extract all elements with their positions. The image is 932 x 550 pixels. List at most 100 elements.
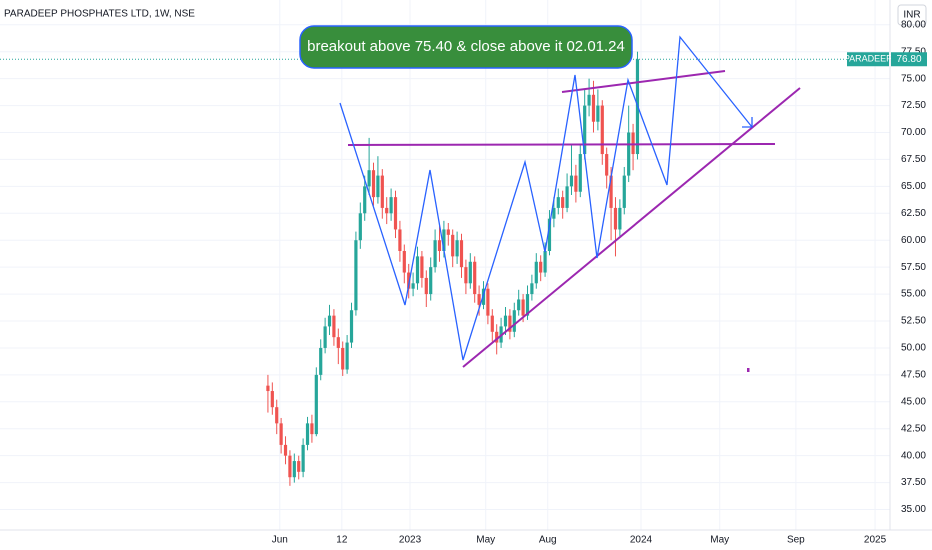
y-tick-label: 42.50 (901, 423, 926, 434)
candle-body (539, 261, 543, 273)
name-tag (847, 52, 889, 67)
trend-line (561, 70, 726, 93)
y-tick-label: 70.00 (901, 127, 926, 138)
x-tick-label: 2023 (399, 535, 422, 546)
candle-body (583, 105, 587, 155)
candle-body (530, 283, 534, 295)
y-tick-label: 62.50 (901, 208, 926, 219)
candle-body (481, 288, 486, 305)
candle-body (327, 315, 332, 327)
candle-body (451, 234, 455, 257)
y-tick-label: 67.50 (901, 154, 926, 165)
x-tick-label: Aug (539, 535, 557, 546)
y-tick-label: 65.00 (901, 181, 926, 192)
candle-body (605, 154, 609, 176)
candle-body (569, 175, 574, 187)
candle-body (565, 186, 569, 208)
candle-body (503, 315, 508, 327)
trend-line (347, 143, 776, 146)
x-tick-label: May (710, 535, 729, 546)
currency-box (897, 4, 927, 26)
candle-body (358, 213, 362, 241)
candle-body (578, 154, 582, 192)
candle-body (424, 277, 428, 295)
x-tick-label: May (476, 535, 495, 546)
candle-body (556, 197, 560, 208)
candle-body (341, 347, 345, 370)
candle-body (367, 170, 371, 187)
candle-body (279, 423, 283, 445)
candle-body (297, 461, 301, 472)
candle-body (600, 105, 604, 155)
currency: INR (903, 10, 920, 21)
candle-body (574, 175, 578, 192)
candle-body (385, 207, 389, 214)
candle-body (631, 132, 635, 155)
candle-body (336, 337, 340, 348)
candle-body (446, 229, 450, 235)
candle-body (525, 294, 530, 316)
y-tick-label: 37.50 (901, 477, 926, 488)
candle-body (345, 342, 349, 370)
x-tick-label: 2024 (630, 535, 653, 546)
candle-body (468, 261, 472, 284)
candle-body (561, 197, 565, 208)
candle-body (591, 94, 596, 122)
candle-body (389, 197, 393, 214)
candle-body (420, 256, 424, 278)
candle-body (380, 175, 384, 208)
candle-body (622, 175, 626, 208)
y-tick-label: 77.50 (901, 46, 926, 57)
candle-body (587, 94, 591, 106)
candle-body (459, 240, 464, 268)
candle-body (363, 186, 367, 214)
candle-body (288, 455, 292, 478)
candle-body (305, 423, 310, 445)
candle-body (613, 207, 618, 230)
y-tick-label: 50.00 (901, 343, 926, 354)
candle-body (376, 175, 380, 198)
zigzag-path (339, 35, 753, 361)
candle-body (464, 267, 468, 284)
candle-body (371, 170, 376, 198)
candle-body (437, 240, 442, 251)
candle-body (323, 326, 327, 348)
candle-body (521, 299, 525, 316)
y-tick-label: 40.00 (901, 450, 926, 461)
candle-body (627, 132, 631, 176)
candle-body (495, 331, 499, 343)
y-tick-label: 55.00 (901, 289, 926, 300)
annotation-box (299, 25, 633, 69)
chart-title: PARADEEP PHOSPHATES LTD, 1W, NSE (4, 9, 195, 20)
drawings (339, 35, 801, 372)
y-tick-label: 52.50 (901, 316, 926, 327)
y-tick-label: 72.50 (901, 100, 926, 111)
annotation-text: breakout above 75.40 & close above it 02… (307, 38, 625, 55)
candle-body (543, 250, 547, 273)
candle-body (332, 315, 336, 338)
x-tick-label: Jun (272, 535, 288, 546)
candle-body (596, 105, 600, 122)
candle-body (415, 256, 420, 284)
price-axis (890, 0, 932, 530)
candle-body (433, 240, 437, 268)
candle-body (319, 347, 323, 375)
candle-body (310, 423, 314, 435)
candle-body (490, 315, 494, 332)
candle-body (477, 294, 481, 305)
candle-body (508, 315, 512, 332)
x-tick-label: Sep (787, 535, 805, 546)
candle-body (398, 229, 402, 251)
candle-body (411, 283, 415, 289)
candle-body (407, 272, 411, 289)
price-tag (891, 52, 927, 67)
candle-body (517, 299, 521, 311)
candle-body (270, 391, 274, 408)
x-tick-label: 2025 (864, 535, 887, 546)
axes: 35.00 37.50 40.00 42.50 45.00 47.50 50.00 52.50… (272, 19, 927, 546)
candle-body (292, 461, 296, 478)
candle-body (301, 444, 305, 472)
y-tick-label: 57.50 (901, 262, 926, 273)
